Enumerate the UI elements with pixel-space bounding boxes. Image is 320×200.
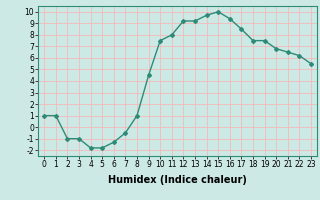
X-axis label: Humidex (Indice chaleur): Humidex (Indice chaleur) xyxy=(108,175,247,185)
